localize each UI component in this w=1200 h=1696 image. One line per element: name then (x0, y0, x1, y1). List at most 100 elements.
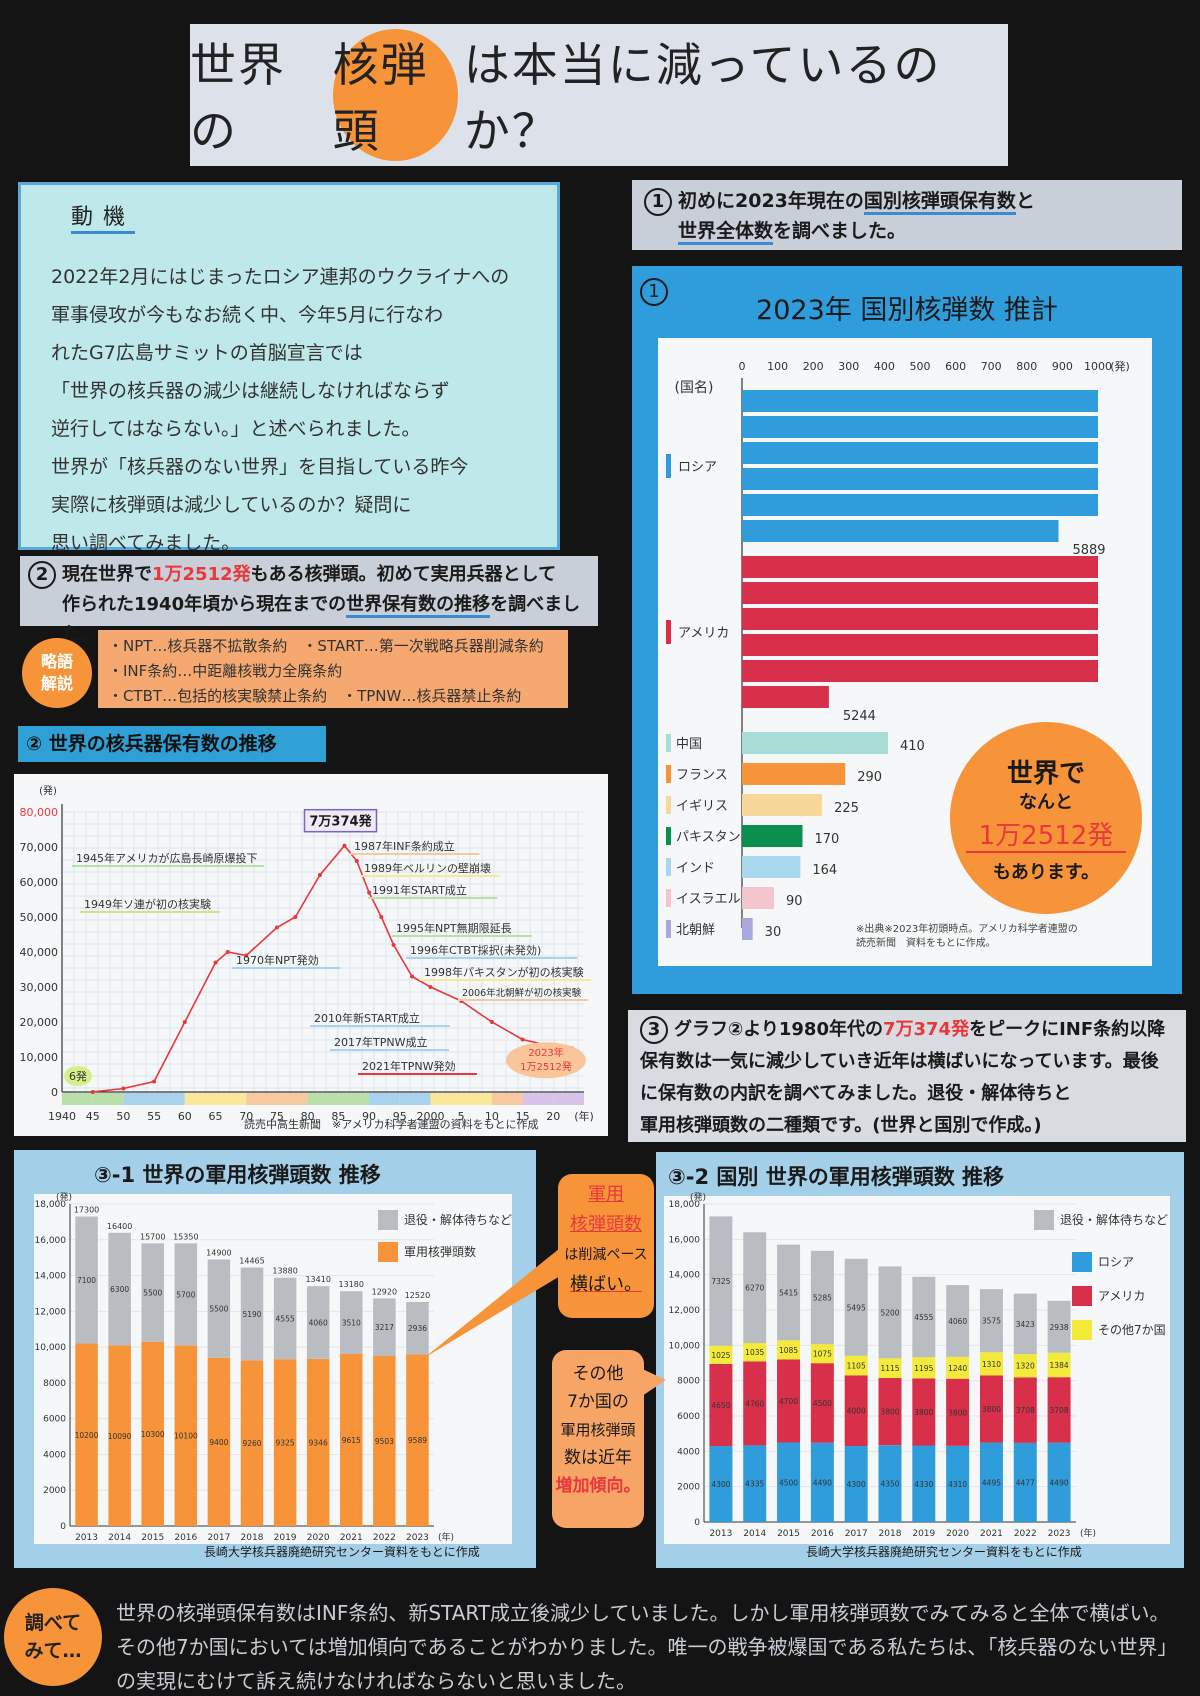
x-unit-label: (発) (1110, 359, 1130, 373)
bubble1-line: 横ばい。 (570, 1274, 642, 1295)
stack-segment (777, 1340, 801, 1360)
y-tick-label: 2000 (43, 1486, 66, 1496)
x-tick-label: 90 (362, 1110, 376, 1123)
abbr-line: ・NPT…核兵器不拡散条約 ・START…第一次戦略兵器削減条約 (108, 637, 544, 655)
x-tick-label: 2017 (207, 1533, 230, 1543)
segment-value-label: 1075 (813, 1350, 832, 1359)
bar-segment (742, 390, 1098, 412)
x-unit-label: (年) (438, 1531, 454, 1543)
segment-value-label: 4490 (813, 1478, 832, 1487)
total-label: 12520 (405, 1291, 430, 1300)
bar (742, 887, 775, 909)
x-tick-label: 2015 (777, 1529, 800, 1539)
total-label: 17300 (74, 1206, 99, 1215)
source-note: 長崎大学核兵器廃絶研究センター資料をもとに作成 (204, 1544, 480, 1559)
segment-value-label: 10300 (141, 1430, 165, 1439)
stack-segment (844, 1446, 868, 1522)
legend-swatch (1072, 1286, 1092, 1306)
start-label: 6発 (69, 1069, 87, 1083)
section3-number: 3 (640, 1016, 668, 1044)
y-tick-label: 12,000 (35, 1307, 67, 1317)
callout-line1: 世界で (1007, 759, 1085, 789)
timeline-annotation: 1987年INF条約成立 (354, 839, 455, 853)
segment-value-label: 5500 (209, 1305, 228, 1314)
segment-value-label: 3800 (982, 1405, 1001, 1414)
bar-segment (742, 686, 829, 708)
segment-value-label: 4000 (847, 1407, 866, 1416)
x-tick-label: 600 (945, 360, 966, 373)
legend-label: アメリカ (1098, 1289, 1145, 1303)
bubble2-line: 増加傾向。 (555, 1476, 641, 1496)
source-note: 読売新聞 資料をもとに作成。 (856, 936, 996, 949)
bar-value-label: 170 (815, 832, 840, 847)
motive-body: 2022年2月にはじまったロシア連邦のウクライナへの 軍事侵攻が今もなお続く中、… (51, 266, 510, 554)
section3-line4: 軍用核弾頭数の二種類です。(世界と国別で作成。) (640, 1115, 1042, 1136)
segment-value-label: 4650 (711, 1401, 730, 1410)
category-label: アメリカ (678, 626, 729, 641)
stack-segment (1047, 1352, 1071, 1378)
stack-segment (844, 1258, 868, 1356)
title-highlight: 核弾頭 (332, 38, 429, 158)
x-tick-label: 80 (301, 1110, 315, 1123)
year-band-segment (92, 1093, 124, 1105)
legend-label: その他7か国 (1098, 1323, 1166, 1337)
end-label: 2023年 (528, 1046, 563, 1059)
stack-segment (946, 1356, 970, 1379)
stack-segment (912, 1445, 936, 1522)
segment-value-label: 7325 (711, 1277, 730, 1286)
section2-line2a: 作られた1940年頃から現在までの (62, 594, 347, 615)
stack-segment (709, 1216, 733, 1346)
legend-label: ロシア (1098, 1255, 1134, 1269)
segment-value-label: 1035 (745, 1348, 764, 1357)
timeline-annotation: 1945年アメリカが広島長崎原爆投下 (76, 851, 257, 865)
bubble-military-flat: 軍用 核弾頭数 は削減ペース 横ばい。 (558, 1174, 654, 1318)
y-tick-label: 0 (60, 1522, 66, 1532)
bar (742, 918, 753, 940)
segment-value-label: 3217 (375, 1323, 394, 1332)
category-swatch (666, 796, 671, 814)
y-tick-label: 14,000 (669, 1271, 701, 1281)
total-label: 13180 (339, 1280, 364, 1289)
bubble2-line: その他 (572, 1364, 624, 1384)
segment-value-label: 4477 (1016, 1478, 1035, 1487)
x-tick-label: 2022 (373, 1533, 396, 1543)
x-tick-label: 10 (485, 1110, 499, 1123)
y-tick-label: 20,000 (20, 1016, 59, 1029)
callout-line2: なんと (1019, 792, 1073, 813)
timeline-annotation: 1970年NPT発効 (236, 953, 319, 967)
x-tick-label: 700 (981, 360, 1002, 373)
stack-segment (174, 1243, 198, 1346)
data-point (410, 974, 415, 979)
x-unit-label: (年) (1080, 1527, 1096, 1539)
bar (742, 794, 823, 816)
segment-value-label: 3510 (342, 1319, 361, 1328)
x-tick-label: 2021 (340, 1533, 363, 1543)
abbr-line: ・CTBT…包括的核実験禁止条約 ・TPNW…核兵器禁止条約 (108, 687, 522, 705)
year-band-segment (154, 1093, 185, 1105)
segment-value-label: 9615 (342, 1436, 361, 1445)
timeline-annotation: 1991年START成立 (372, 883, 467, 897)
y-unit-label: (発) (56, 1191, 72, 1203)
stack-segment (240, 1267, 264, 1361)
category-swatch (666, 734, 671, 752)
year-band-segment (491, 1093, 523, 1105)
segment-value-label: 2938 (1050, 1323, 1069, 1332)
section1-label: 1 初めに2023年現在の国別核弾頭保有数と 世界全体数を調べました。 (632, 180, 1182, 250)
section1-line1c: と (1015, 190, 1035, 212)
y-tick-label: 18,000 (669, 1200, 701, 1210)
x-tick-label: 2015 (141, 1533, 164, 1543)
timeline-annotation: 1995年NPT無期限延長 (396, 921, 512, 935)
y-tick-label: 16,000 (35, 1236, 67, 1246)
stack-segment (1013, 1354, 1037, 1378)
category-swatch (666, 454, 671, 478)
end-label-bg (506, 1042, 586, 1079)
stack-segment (878, 1445, 902, 1522)
conclusion-text: 世界の核弾頭保有数はINF条約、新START成立後減少していました。しかし軍用核… (116, 1601, 1178, 1693)
stack-segment (709, 1345, 733, 1364)
segment-value-label: 4760 (745, 1399, 764, 1408)
y-tick-label: 0 (51, 1086, 58, 1099)
stack-segment (1047, 1377, 1071, 1443)
segment-value-label: 4350 (880, 1480, 899, 1489)
stack-segment (743, 1445, 767, 1522)
segment-value-label: 4555 (914, 1313, 933, 1322)
